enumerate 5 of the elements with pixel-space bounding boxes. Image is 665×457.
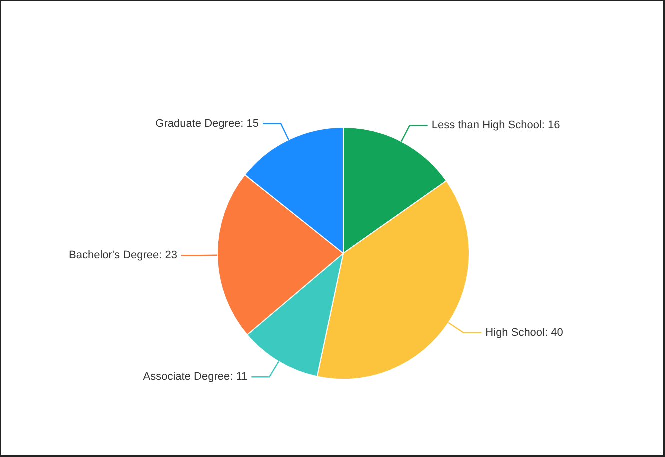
slice-label: Less than High School: 16 [432,120,560,132]
slice-label: Associate Degree: 11 [143,371,248,384]
slice-label: Graduate Degree: 15 [156,118,260,130]
slice-label: High School: 40 [486,326,564,339]
slice-label: Bachelor's Degree: 23 [69,250,178,262]
